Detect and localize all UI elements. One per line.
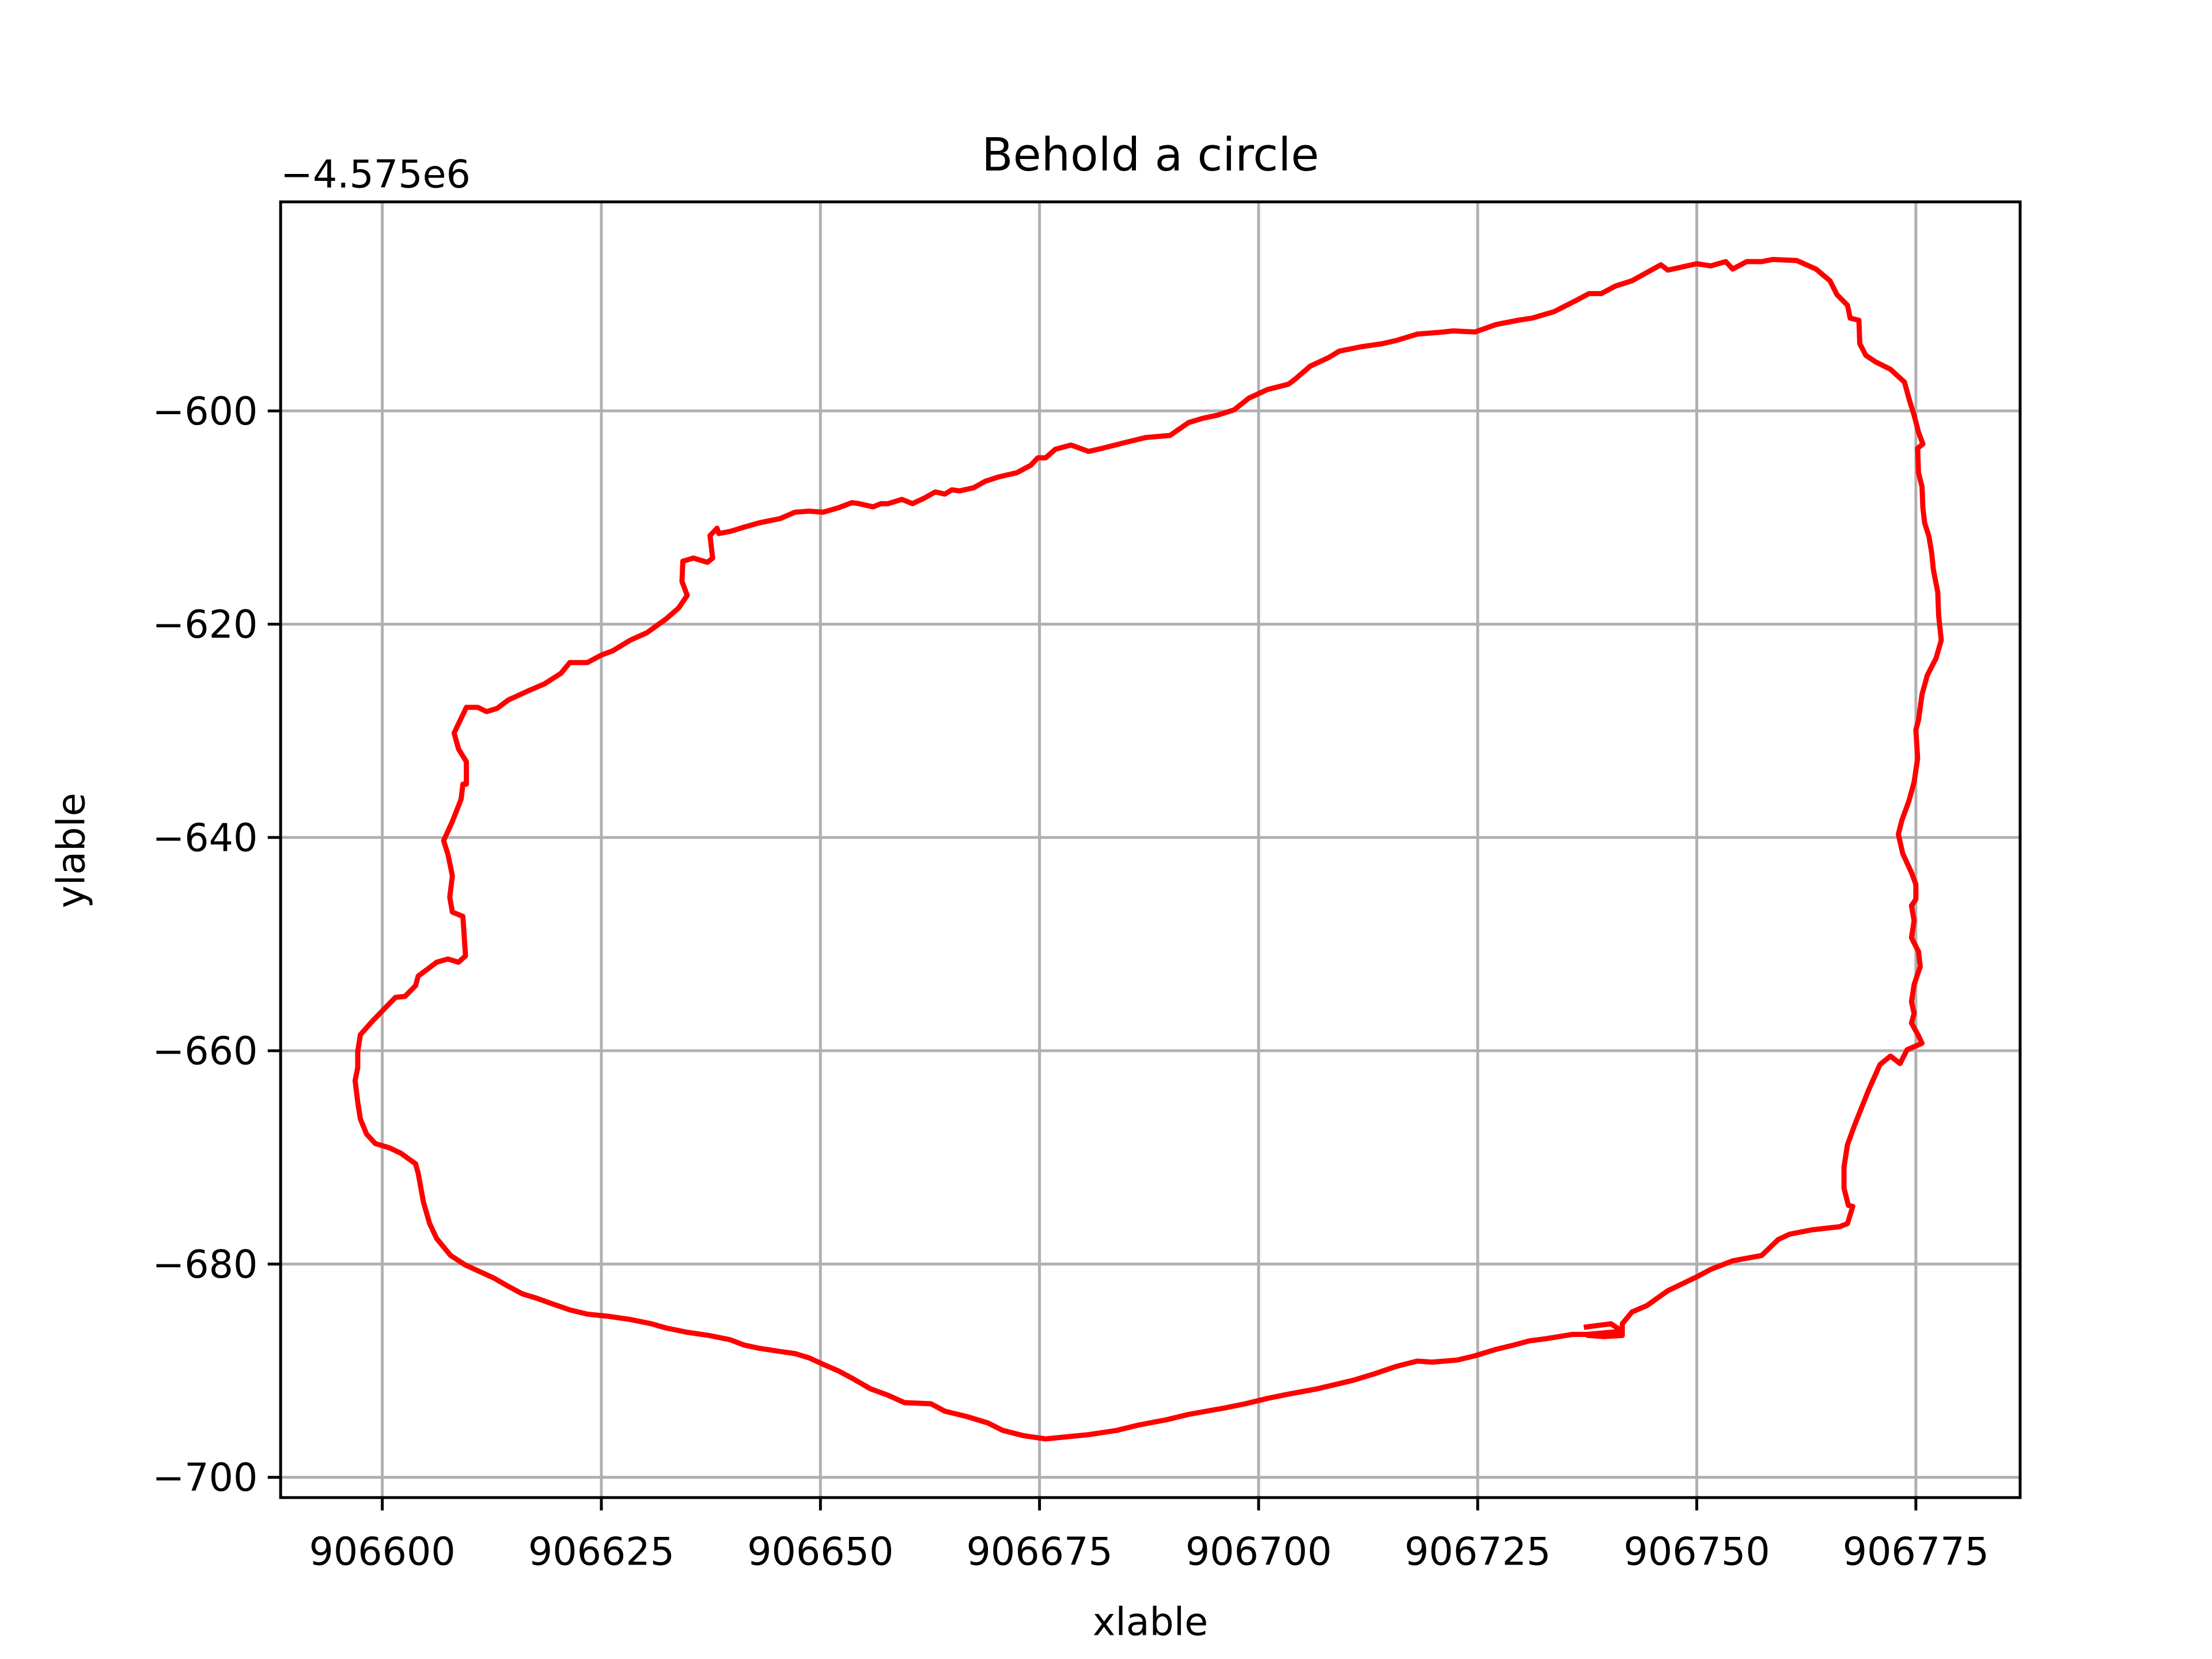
- x-tick-label: 906775: [1843, 1529, 1989, 1574]
- x-axis-label: xlable: [1093, 1599, 1208, 1644]
- y-tick-label: −600: [152, 389, 257, 434]
- y-tick-label: −700: [152, 1455, 257, 1500]
- x-tick-label: 906625: [528, 1529, 675, 1574]
- x-tick-label: 906725: [1404, 1529, 1551, 1574]
- x-tick-label: 906700: [1185, 1529, 1332, 1574]
- y-axis-label: ylable: [49, 793, 94, 908]
- y-tick-label: −640: [152, 815, 257, 860]
- y-tick-label: −620: [152, 602, 257, 647]
- y-offset-text: −4.575e6: [281, 152, 471, 197]
- x-tick-label: 906650: [747, 1529, 893, 1574]
- y-tick-label: −660: [152, 1029, 257, 1074]
- data-line: [352, 256, 1944, 1442]
- x-tick-label: 906675: [966, 1529, 1112, 1574]
- x-tick-label: 906750: [1623, 1529, 1770, 1574]
- x-tick-label: 906600: [309, 1529, 456, 1574]
- plot-area: [352, 256, 1944, 1442]
- y-tick-label: −680: [152, 1242, 257, 1287]
- axes-frame: [279, 200, 2022, 1499]
- grid: [281, 202, 2020, 1498]
- ticks: 906600 906625 906650 906675 906700 906725 9067…: [152, 389, 1989, 1574]
- chart-title: Behold a circle: [982, 128, 1319, 181]
